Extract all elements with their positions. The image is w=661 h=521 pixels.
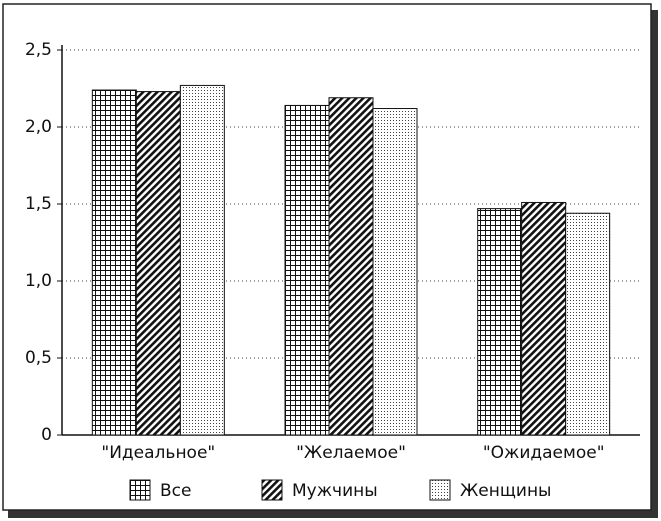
y-tick-label: 2,5 bbox=[25, 40, 52, 60]
bar bbox=[284, 104, 330, 436]
legend-label: Женщины bbox=[460, 481, 551, 501]
bar bbox=[477, 208, 523, 436]
y-tick-label: 0 bbox=[41, 425, 52, 445]
x-tick-label: "Идеальное" bbox=[101, 443, 215, 463]
legend-swatch bbox=[429, 479, 451, 501]
legend-swatch bbox=[129, 479, 151, 501]
legend-label: Мужчины bbox=[292, 481, 378, 501]
y-tick-label: 1,5 bbox=[25, 194, 52, 214]
bar bbox=[91, 89, 137, 436]
bar bbox=[372, 108, 418, 436]
y-tick-label: 0,5 bbox=[25, 348, 52, 368]
x-tick-label: "Ожидаемое" bbox=[483, 443, 605, 463]
legend-label: Все bbox=[160, 481, 191, 501]
y-tick-label: 1,0 bbox=[25, 271, 52, 291]
bar bbox=[179, 84, 225, 436]
legend-swatch bbox=[261, 479, 283, 501]
bar bbox=[135, 91, 181, 436]
bar bbox=[328, 97, 374, 436]
y-tick-label: 2,0 bbox=[25, 117, 52, 137]
bar bbox=[565, 212, 611, 436]
x-tick-label: "Желаемое" bbox=[296, 443, 406, 463]
bar bbox=[521, 201, 567, 436]
